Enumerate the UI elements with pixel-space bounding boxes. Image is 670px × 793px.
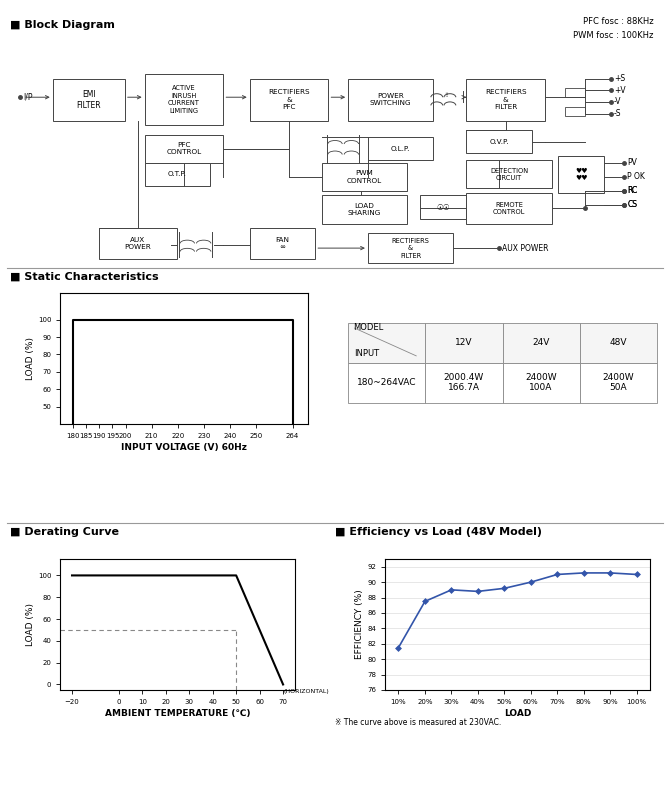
- Y-axis label: LOAD (%): LOAD (%): [26, 603, 35, 646]
- Bar: [466, 130, 532, 153]
- Bar: [145, 135, 223, 163]
- Text: O.L.P.: O.L.P.: [391, 146, 410, 151]
- Bar: [420, 195, 466, 219]
- Text: +V: +V: [614, 86, 626, 94]
- Text: I/P: I/P: [23, 93, 33, 102]
- Text: REMOTE
CONTROL: REMOTE CONTROL: [493, 201, 525, 215]
- Bar: [145, 163, 210, 186]
- Text: ※ The curve above is measured at 230VAC.: ※ The curve above is measured at 230VAC.: [335, 718, 501, 726]
- Bar: [368, 233, 453, 263]
- Text: -S: -S: [614, 109, 622, 118]
- Text: -V: -V: [614, 98, 622, 106]
- Bar: [368, 137, 433, 160]
- Text: LOAD
SHARING: LOAD SHARING: [348, 203, 381, 216]
- Bar: [250, 228, 316, 259]
- Text: ☉☉: ☉☉: [436, 203, 450, 212]
- Text: EMI
FILTER: EMI FILTER: [76, 90, 101, 109]
- Bar: [558, 155, 604, 193]
- Text: +S: +S: [614, 74, 625, 83]
- Text: ■ Block Diagram: ■ Block Diagram: [10, 20, 115, 30]
- Text: ♥♥
♥♥: ♥♥ ♥♥: [575, 168, 588, 181]
- Bar: [322, 163, 407, 191]
- Text: AUX
POWER: AUX POWER: [125, 236, 151, 250]
- Text: ꜝꜝ: ꜝꜝ: [444, 92, 449, 102]
- Text: PFC fosc : 88KHz
PWM fosc : 100KHz: PFC fosc : 88KHz PWM fosc : 100KHz: [573, 17, 653, 40]
- Text: CS: CS: [627, 201, 637, 209]
- Bar: [348, 79, 433, 121]
- Bar: [466, 160, 551, 189]
- Bar: [322, 196, 407, 224]
- X-axis label: INPUT VOLTAGE (V) 60Hz: INPUT VOLTAGE (V) 60Hz: [121, 443, 247, 453]
- Text: RECTIFIERS
&
PFC: RECTIFIERS & PFC: [268, 89, 310, 110]
- Text: ■ Efficiency vs Load (48V Model): ■ Efficiency vs Load (48V Model): [335, 527, 542, 538]
- Text: DETECTION
CIRCUIT: DETECTION CIRCUIT: [490, 167, 528, 181]
- Text: ■ Static Characteristics: ■ Static Characteristics: [10, 272, 159, 282]
- X-axis label: LOAD: LOAD: [504, 709, 531, 718]
- Text: PFC
CONTROL: PFC CONTROL: [166, 142, 202, 155]
- Text: FAN
∞: FAN ∞: [275, 236, 289, 250]
- Bar: [98, 228, 178, 259]
- Bar: [250, 79, 328, 121]
- Text: POWER
SWITCHING: POWER SWITCHING: [370, 93, 411, 106]
- Text: PV: PV: [627, 159, 637, 167]
- Text: O.T.P.: O.T.P.: [168, 171, 187, 178]
- Text: RECTIFIERS
&
FILTER: RECTIFIERS & FILTER: [391, 238, 429, 259]
- Text: (HORIZONTAL): (HORIZONTAL): [283, 689, 329, 694]
- Bar: [466, 193, 551, 224]
- Bar: [565, 88, 584, 98]
- Bar: [53, 79, 125, 121]
- Text: INPUT: INPUT: [354, 349, 380, 358]
- Text: O.V.P.: O.V.P.: [489, 139, 509, 144]
- Text: P OK: P OK: [627, 172, 645, 182]
- Text: ■ Derating Curve: ■ Derating Curve: [10, 527, 119, 538]
- Text: CS: CS: [627, 201, 637, 209]
- Text: ACTIVE
INRUSH
CURRENT
LIMITING: ACTIVE INRUSH CURRENT LIMITING: [168, 86, 200, 114]
- Text: MODEL: MODEL: [354, 324, 384, 332]
- Text: RC: RC: [627, 186, 637, 195]
- Text: PWM
CONTROL: PWM CONTROL: [347, 170, 382, 183]
- Y-axis label: LOAD (%): LOAD (%): [26, 337, 35, 381]
- Bar: [145, 74, 223, 125]
- Text: AUX POWER: AUX POWER: [502, 243, 549, 253]
- Bar: [565, 106, 584, 116]
- Bar: [466, 79, 545, 121]
- Text: RC: RC: [627, 186, 637, 195]
- X-axis label: AMBIENT TEMPERATURE (℃): AMBIENT TEMPERATURE (℃): [105, 709, 251, 718]
- Text: RECTIFIERS
&
FILTER: RECTIFIERS & FILTER: [485, 89, 527, 110]
- Y-axis label: EFFICIENCY (%): EFFICIENCY (%): [356, 590, 364, 659]
